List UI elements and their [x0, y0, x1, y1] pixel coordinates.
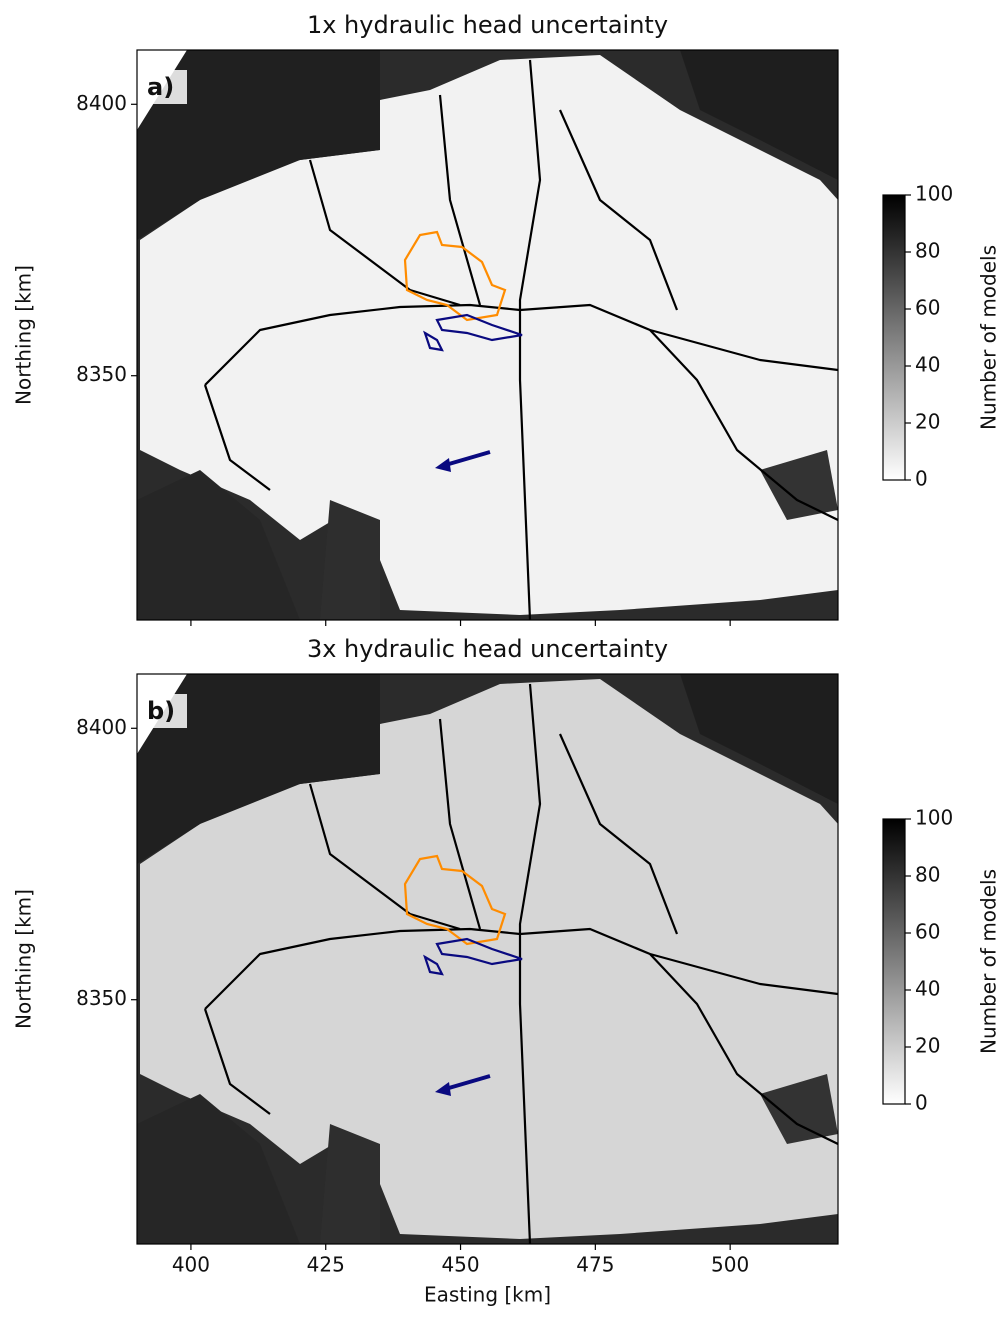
colorbar-tick-label: 100 [915, 182, 953, 206]
y-axis-label: Northing [km] [12, 265, 36, 405]
colorbar-tick-label: 20 [915, 410, 940, 434]
axes-frame [136, 49, 839, 621]
colorbar-tick-label: 80 [915, 239, 940, 263]
x-tick-label: 425 [307, 1253, 345, 1277]
colorbar-tick-label: 0 [915, 467, 928, 491]
colorbar-label: Number of models [977, 245, 1001, 430]
colorbar-tick-label: 100 [915, 806, 953, 830]
x-tick-label: 400 [172, 1253, 210, 1277]
y-tick-label: 8350 [76, 362, 127, 386]
y-tick-label: 8400 [76, 715, 127, 739]
y-tick-label: 8350 [76, 986, 127, 1010]
map-image [137, 674, 838, 1244]
colorbar-tick-label: 40 [915, 353, 940, 377]
map-image [137, 50, 838, 620]
chart-title: 1x hydraulic head uncertainty [307, 11, 668, 39]
colorbar-label: Number of models [977, 869, 1001, 1054]
x-tick-label: 475 [576, 1253, 614, 1277]
panel-label: a) [147, 73, 174, 101]
colorbar [882, 194, 906, 481]
colorbar-tick-label: 80 [915, 863, 940, 887]
x-tick-label: 450 [441, 1253, 479, 1277]
panel-label-box [145, 694, 187, 728]
y-axis-label: Northing [km] [12, 889, 36, 1029]
axes-frame [136, 673, 839, 1245]
chart-title: 3x hydraulic head uncertainty [307, 635, 668, 663]
colorbar [882, 818, 906, 1105]
colorbar-tick-label: 60 [915, 920, 940, 944]
colorbar-tick-label: 40 [915, 977, 940, 1001]
panel-label-box [145, 70, 187, 104]
colorbar-tick-label: 20 [915, 1034, 940, 1058]
x-axis-label: Easting [km] [424, 1283, 551, 1307]
colorbar-tick-label: 60 [915, 296, 940, 320]
x-tick-label: 500 [711, 1253, 749, 1277]
colorbar-tick-label: 0 [915, 1091, 928, 1115]
y-tick-label: 8400 [76, 91, 127, 115]
panel-label: b) [147, 697, 175, 725]
